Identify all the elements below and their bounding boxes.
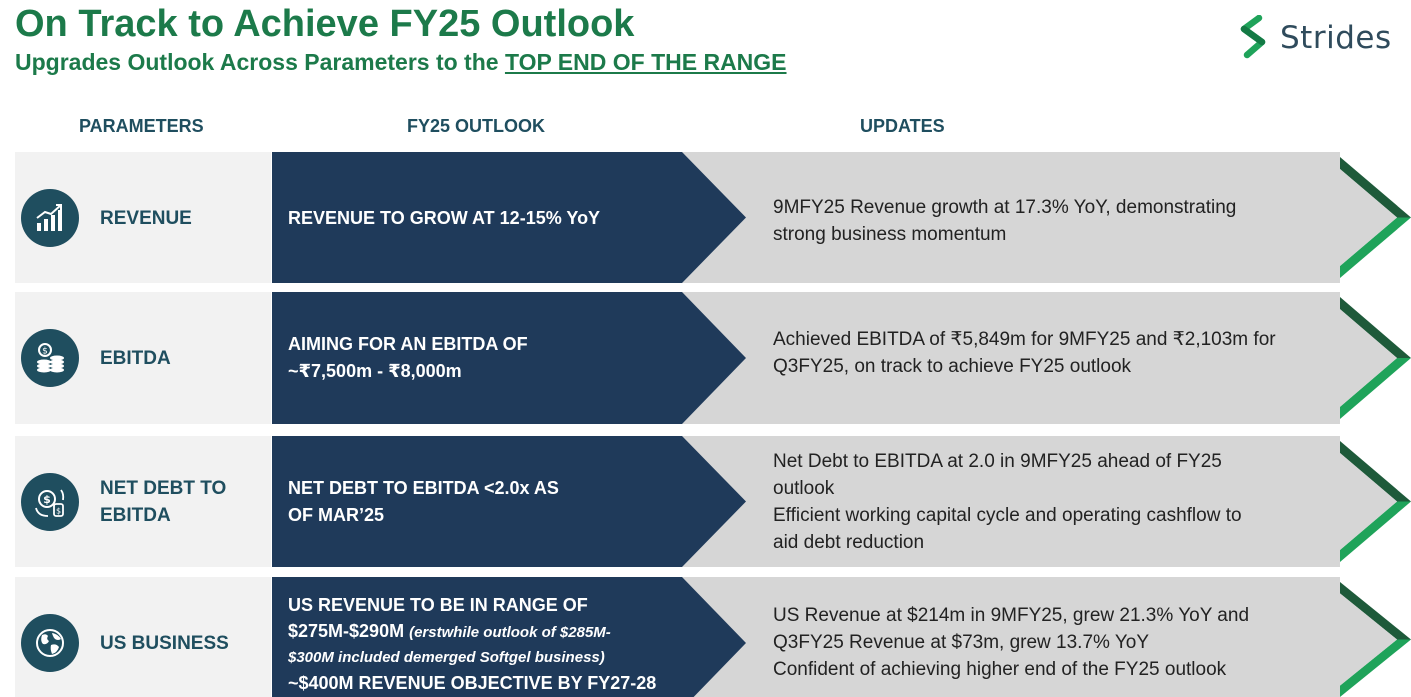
svg-text:$: $ bbox=[43, 493, 51, 506]
parameter-cell: US BUSINESS bbox=[15, 577, 271, 697]
parameter-label: EBITDA bbox=[100, 348, 171, 369]
outlook-note: $300M included demerged Softgel business… bbox=[288, 649, 605, 666]
update-panel bbox=[670, 152, 1340, 283]
subtitle-highlight: TOP END OF THE RANGE bbox=[504, 49, 787, 75]
chevron-right-icon bbox=[1340, 582, 1411, 697]
row-us-business: US BUSINESS US REVENUE TO BE IN RANGE OF… bbox=[15, 577, 1411, 697]
update-line: aid debt reduction bbox=[773, 532, 925, 553]
outlook-line: ~$400M REVENUE OBJECTIVE BY FY27-28 bbox=[288, 673, 657, 693]
parameter-label: NET DEBT TO EBITDA bbox=[100, 475, 226, 529]
update-panel bbox=[670, 577, 1340, 697]
update-line: Confident of achieving higher end of the… bbox=[773, 659, 1227, 680]
row-revenue: REVENUE REVENUE TO GROW AT 12-15% YoY 9M… bbox=[15, 152, 1411, 283]
update-panel bbox=[670, 436, 1340, 567]
outlook-arrow bbox=[272, 152, 746, 283]
outlook-note: (erstwhile outlook of $285M- bbox=[409, 624, 611, 641]
outlook-line: $275M-$290M (erstwhile outlook of $285M- bbox=[288, 618, 688, 646]
subtitle-prefix: Upgrades Outlook Across Parameters to th… bbox=[15, 49, 505, 75]
update-text: Net Debt to EBITDA at 2.0 in 9MFY25 ahea… bbox=[773, 448, 1328, 556]
chevron-right-icon bbox=[1340, 441, 1411, 562]
parameter-label-line: EBITDA bbox=[100, 505, 171, 526]
chevron-right-icon bbox=[1340, 157, 1411, 278]
row-net-debt: $ $ NET DEBT TO EBITDA NET DEBT TO EBITD… bbox=[15, 436, 1411, 567]
outlook-line: OF MAR’25 bbox=[288, 505, 385, 525]
update-line: US Revenue at $214m in 9MFY25, grew 21.3… bbox=[773, 605, 1250, 626]
logo-text: Strides bbox=[1280, 20, 1392, 56]
update-line: Achieved EBITDA of ₹5,849m for 9MFY25 an… bbox=[773, 329, 1276, 350]
outlook-text: US REVENUE TO BE IN RANGE OF $275M-$290M… bbox=[288, 592, 688, 696]
row-ebitda: $ EBITDA AIMING FOR AN EBITDA OF ~₹7,500… bbox=[15, 292, 1411, 424]
parameter-label: REVENUE bbox=[100, 208, 192, 229]
page-title: On Track to Achieve FY25 Outlook bbox=[15, 3, 635, 45]
svg-text:$: $ bbox=[42, 347, 48, 357]
globe-icon bbox=[21, 614, 79, 672]
outlook-text: REVENUE TO GROW AT 12-15% YoY bbox=[288, 208, 601, 228]
update-line: Efficient working capital cycle and oper… bbox=[773, 505, 1242, 526]
update-line: Q3FY25, on track to achieve FY25 outlook bbox=[773, 356, 1132, 377]
update-text: Achieved EBITDA of ₹5,849m for 9MFY25 an… bbox=[773, 326, 1328, 380]
chevron-right-icon bbox=[1340, 297, 1411, 419]
money-cycle-icon: $ $ bbox=[21, 473, 79, 531]
outlook-arrow bbox=[272, 577, 746, 697]
page-subtitle: Upgrades Outlook Across Parameters to th… bbox=[15, 48, 787, 76]
outlook-arrow bbox=[272, 292, 746, 424]
growth-chart-icon bbox=[21, 189, 79, 247]
outlook-line: US REVENUE TO BE IN RANGE OF bbox=[288, 595, 588, 615]
outlook-line: AIMING FOR AN EBITDA OF bbox=[288, 334, 528, 354]
update-line: Net Debt to EBITDA at 2.0 in 9MFY25 ahea… bbox=[773, 451, 1222, 472]
coin-stack-icon: $ bbox=[21, 329, 79, 387]
outlook-range: $275M-$290M bbox=[288, 621, 405, 641]
parameter-cell: $ $ NET DEBT TO EBITDA bbox=[15, 436, 271, 567]
update-text: US Revenue at $214m in 9MFY25, grew 21.3… bbox=[773, 602, 1328, 683]
update-line: 9MFY25 Revenue growth at 17.3% YoY, demo… bbox=[773, 197, 1237, 218]
update-text: 9MFY25 Revenue growth at 17.3% YoY, demo… bbox=[773, 194, 1328, 248]
outlook-line: ~₹7,500m - ₹8,000m bbox=[288, 361, 462, 381]
strides-s-icon bbox=[1240, 15, 1266, 59]
parameter-label-line: NET DEBT TO bbox=[100, 478, 227, 499]
col-header-updates: UPDATES bbox=[860, 116, 945, 136]
col-header-outlook: FY25 OUTLOOK bbox=[407, 116, 546, 136]
parameter-label: US BUSINESS bbox=[100, 633, 229, 654]
outlook-text: NET DEBT TO EBITDA <2.0x AS OF MAR’25 bbox=[288, 475, 678, 529]
outlook-text: AIMING FOR AN EBITDA OF ~₹7,500m - ₹8,00… bbox=[288, 331, 678, 385]
update-line: strong business momentum bbox=[773, 224, 1007, 245]
outlook-line: NET DEBT TO EBITDA <2.0x AS bbox=[288, 478, 559, 498]
update-line: Q3FY25 Revenue at $73m, grew 13.7% YoY bbox=[773, 632, 1150, 653]
parameter-cell: REVENUE bbox=[15, 152, 271, 283]
update-panel bbox=[670, 292, 1340, 424]
update-line: outlook bbox=[773, 478, 835, 499]
strides-logo: Strides bbox=[1234, 14, 1392, 62]
outlook-arrow bbox=[272, 436, 746, 567]
col-header-parameters: PARAMETERS bbox=[79, 116, 204, 136]
svg-text:$: $ bbox=[56, 507, 61, 516]
parameter-cell: $ EBITDA bbox=[15, 292, 271, 424]
